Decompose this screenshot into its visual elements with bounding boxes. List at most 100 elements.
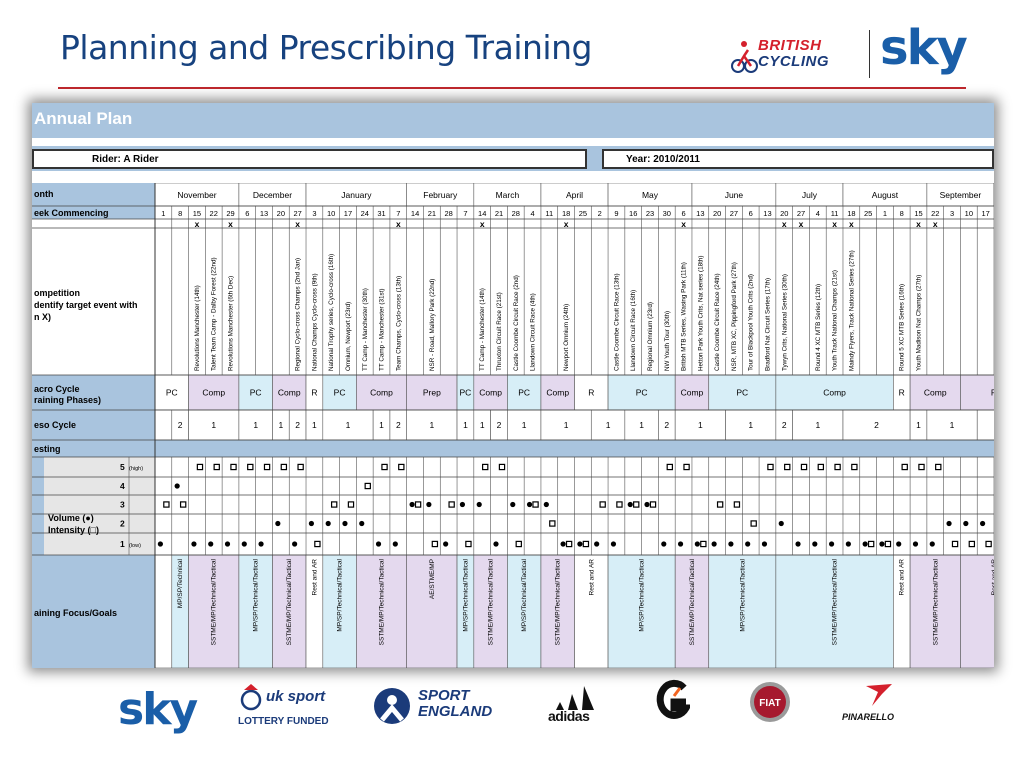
month-name-0: November — [177, 190, 216, 200]
volume-dot — [929, 541, 935, 547]
sport-england-icon — [374, 688, 410, 724]
target-event-mark: x — [195, 219, 200, 229]
focus-goal-cell-0 — [154, 554, 173, 668]
intensity-square — [750, 520, 757, 527]
volume-dot — [610, 541, 617, 547]
intensity-square — [867, 540, 875, 548]
british-cycling-logo: BRITISH CYCLING — [730, 36, 860, 76]
volume-dot — [862, 541, 868, 547]
month-name-9: August — [872, 190, 899, 200]
week-number: 14 — [411, 209, 419, 218]
volume-dot — [845, 541, 851, 547]
focus-goal-label-20: Rest and AR — [991, 559, 994, 596]
row-label-week: eek Commencing — [34, 208, 109, 218]
week-number: 7 — [396, 209, 400, 218]
target-event-mark: x — [849, 219, 854, 229]
target-event-mark: x — [916, 219, 921, 229]
target-event-mark: x — [295, 219, 300, 229]
meso-label-4: 1 — [278, 420, 283, 430]
week-number: 1 — [883, 209, 887, 218]
logo-divider — [869, 30, 870, 78]
intensity-square — [985, 540, 992, 548]
week-number: 6 — [245, 209, 249, 218]
competition-event: Tywyn Crits, National Series (30th) — [781, 274, 788, 371]
intensity-square — [247, 463, 254, 471]
macro-cycle-cell-5 — [322, 374, 357, 411]
competition-event: TT Camp - Manchester (14th) — [479, 288, 486, 371]
intensity-square — [968, 540, 976, 548]
volume-dot — [795, 541, 801, 547]
meso-label-18: 2 — [664, 420, 669, 430]
meso-cell-17 — [624, 409, 659, 441]
month-name-6: May — [642, 190, 659, 200]
month-name-7: June — [725, 190, 744, 200]
intensity-square — [582, 540, 590, 548]
intensity-square — [633, 501, 640, 508]
meso-label-23: 2 — [874, 420, 879, 430]
row-label-competition-1: dentify target event with — [34, 300, 138, 310]
competition-event: Team Champs, Cyclo-cross (13th) — [395, 276, 402, 371]
intensity-square — [817, 463, 825, 471]
meso-cell-22 — [792, 409, 844, 441]
week-number: 1 — [161, 209, 165, 218]
intensity-square — [767, 463, 774, 471]
competition-event: Llandown Circuit Race (16th) — [630, 290, 637, 371]
volume-dot — [191, 541, 197, 547]
adidas-wordmark: adidas — [548, 708, 590, 724]
volume-dot — [543, 501, 549, 508]
meso-label-8: 1 — [379, 420, 384, 430]
intensity-square — [213, 463, 220, 471]
focus-goal-label-2: SSTME/MP/Technical/Tactical — [211, 558, 218, 645]
intensity-square — [834, 463, 841, 471]
intensity-square — [784, 463, 791, 471]
intensity-square — [884, 540, 892, 548]
level-label-5: 5 — [120, 462, 125, 472]
macro-cycle-label-6: Comp — [370, 388, 393, 398]
level-note-5: (high) — [129, 466, 143, 472]
row-label-competition-2: n X) — [34, 312, 51, 322]
macro-cycle-label-12: R — [588, 388, 594, 398]
volume-dot — [594, 541, 600, 547]
cyclist-icon — [731, 41, 758, 73]
annual-plan-sheet: Annual Plan Rider: A Rider Year: 2010/20… — [32, 103, 994, 668]
meso-label-13: 2 — [497, 420, 502, 430]
meso-label-9: 2 — [396, 420, 401, 430]
competition-event: Round 4 XC MTB Series (12th) — [815, 284, 822, 371]
competition-event: TT Camp - Manchester (31st) — [379, 289, 386, 371]
week-number: 4 — [816, 209, 820, 218]
volume-dot — [476, 501, 482, 508]
year-value: 2010/2011 — [653, 154, 700, 165]
volume-dot — [728, 541, 734, 547]
volume-dot — [224, 541, 231, 547]
competition-event: National Champs Cyclo-cross (9th) — [311, 273, 318, 371]
fiat-badge-icon: FIAT — [750, 682, 790, 722]
macro-cycle-label-3: Comp — [278, 388, 301, 398]
meso-cell-3 — [238, 409, 273, 441]
volume-dot — [980, 520, 986, 527]
meso-cell-7 — [322, 409, 374, 441]
meso-cell-20 — [725, 409, 777, 441]
competition-event: Revolutions Manchester (14th) — [194, 285, 201, 371]
gatorade-g-icon — [656, 679, 692, 719]
week-number: 3 — [312, 209, 316, 218]
volume-dot — [711, 541, 717, 547]
competition-event: Youth Madison Nat Champs (27th) — [915, 275, 922, 371]
intensity-square — [616, 501, 623, 508]
macro-cycle-label-17: R — [899, 388, 905, 398]
competition-event: Regional Cyclo-cross Champs (2nd Jan) — [295, 258, 302, 371]
week-number: 9 — [614, 209, 618, 218]
focus-goal-cell-16 — [708, 554, 777, 668]
intensity-square — [935, 463, 942, 471]
competition-event: Talent Team Camp - Dalby Forest (22nd) — [211, 257, 218, 371]
focus-goal-label-8: AE/STME/MP — [429, 559, 436, 599]
competition-event: Maindy Flyers, Track National Series (27… — [848, 250, 855, 371]
volume-dot — [946, 520, 952, 527]
rider-field: Rider: A Rider — [32, 149, 587, 169]
row-label-macro-1: raining Phases) — [34, 395, 101, 405]
intensity-square — [532, 501, 539, 508]
meso-cell-26 — [976, 409, 994, 441]
week-number: 11 — [831, 209, 839, 218]
competition-event: NSR, MTB XC, Pippingford Park (27th) — [731, 262, 738, 371]
meso-label-21: 2 — [782, 420, 787, 430]
month-name-5: April — [566, 190, 583, 200]
